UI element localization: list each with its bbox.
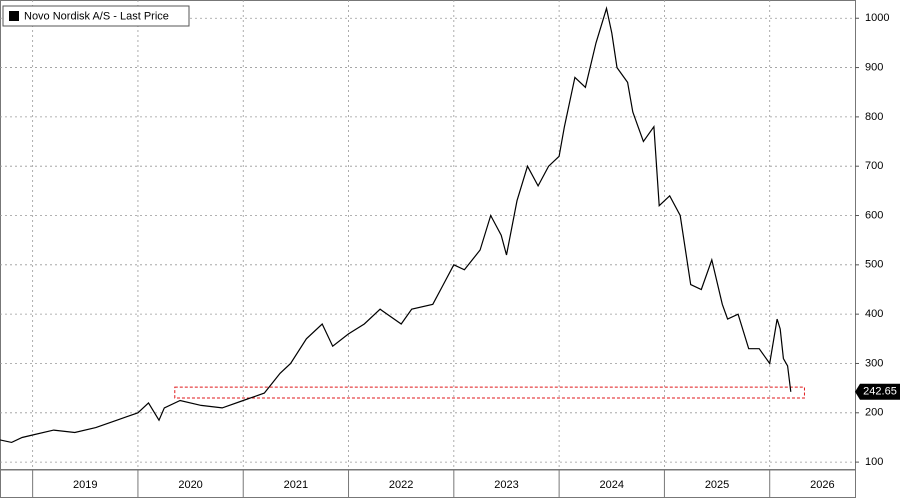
x-tick-label: 2024 [600, 479, 624, 491]
y-tick-label: 100 [865, 456, 883, 468]
last-price-label: 242.65 [863, 386, 897, 398]
y-tick-label: 500 [865, 259, 883, 271]
x-tick-label: 2025 [705, 479, 729, 491]
y-tick-label: 200 [865, 407, 883, 419]
x-tick-label: 2026 [810, 479, 834, 491]
y-tick-label: 600 [865, 209, 883, 221]
y-tick-label: 400 [865, 308, 883, 320]
legend-swatch [9, 11, 19, 21]
y-tick-label: 300 [865, 357, 883, 369]
x-tick-label: 2022 [389, 479, 413, 491]
legend-label: Novo Nordisk A/S - Last Price [24, 10, 169, 22]
y-tick-label: 1000 [865, 12, 889, 24]
y-tick-label: 900 [865, 61, 883, 73]
x-tick-label: 2021 [284, 479, 308, 491]
x-tick-label: 2019 [73, 479, 97, 491]
x-tick-label: 2023 [494, 479, 518, 491]
x-axis-band [0, 469, 856, 498]
highlight-box [174, 386, 805, 399]
y-tick-label: 700 [865, 160, 883, 172]
plot-frame [0, 0, 856, 470]
legend-frame [2, 5, 190, 27]
x-tick-label: 2020 [178, 479, 202, 491]
last-price-box [855, 383, 900, 400]
price-line [0, 6, 792, 444]
y-tick-label: 800 [865, 111, 883, 123]
legend: Novo Nordisk A/S - Last Price [2, 5, 190, 27]
